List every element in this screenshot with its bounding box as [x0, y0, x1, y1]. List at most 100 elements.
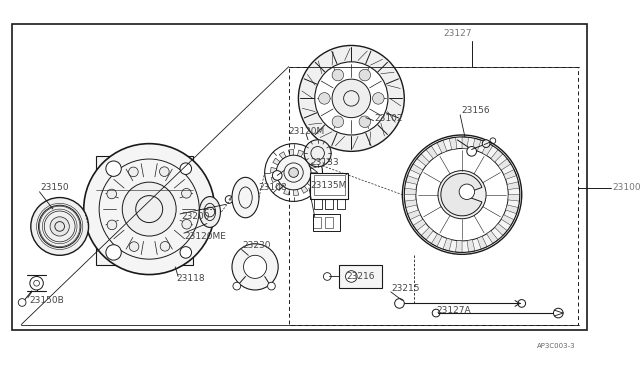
Polygon shape — [498, 158, 511, 170]
Polygon shape — [491, 150, 503, 162]
Circle shape — [182, 219, 191, 229]
Text: 23230: 23230 — [243, 241, 271, 250]
Text: 23216: 23216 — [346, 272, 375, 281]
Polygon shape — [404, 188, 416, 195]
Polygon shape — [276, 183, 283, 190]
Polygon shape — [506, 205, 518, 214]
Circle shape — [225, 196, 233, 203]
Polygon shape — [477, 236, 487, 249]
Polygon shape — [421, 227, 433, 240]
Bar — [314, 176, 344, 195]
Circle shape — [346, 271, 357, 282]
Polygon shape — [467, 240, 475, 252]
Polygon shape — [298, 150, 303, 157]
Circle shape — [289, 168, 298, 177]
Bar — [313, 214, 340, 231]
Circle shape — [106, 245, 122, 260]
Text: 23118: 23118 — [176, 274, 205, 283]
Polygon shape — [271, 167, 276, 173]
Polygon shape — [472, 138, 481, 151]
Polygon shape — [406, 176, 419, 185]
Polygon shape — [307, 180, 314, 187]
Polygon shape — [508, 195, 520, 201]
Circle shape — [233, 282, 241, 290]
Text: 23135M: 23135M — [310, 180, 346, 190]
Bar — [314, 199, 321, 209]
Polygon shape — [96, 156, 193, 265]
Polygon shape — [501, 215, 514, 225]
Polygon shape — [301, 186, 308, 193]
Text: 23108: 23108 — [258, 183, 287, 192]
Bar — [325, 217, 333, 228]
Bar — [337, 199, 344, 209]
Circle shape — [315, 62, 388, 135]
Polygon shape — [284, 188, 290, 195]
Text: 23150B: 23150B — [29, 296, 63, 305]
Text: 23200: 23200 — [181, 212, 209, 221]
Polygon shape — [294, 189, 299, 196]
Circle shape — [304, 140, 331, 167]
Bar — [12, 24, 587, 330]
Polygon shape — [404, 200, 417, 208]
Polygon shape — [273, 158, 280, 165]
Ellipse shape — [232, 177, 259, 218]
Circle shape — [416, 148, 508, 241]
Bar — [313, 217, 321, 228]
Circle shape — [107, 189, 116, 199]
Polygon shape — [456, 241, 462, 253]
Circle shape — [483, 140, 490, 147]
Polygon shape — [426, 146, 438, 158]
Circle shape — [159, 167, 169, 176]
Text: 23120M: 23120M — [289, 126, 325, 136]
Polygon shape — [462, 137, 468, 149]
Circle shape — [182, 189, 191, 198]
Text: 23156: 23156 — [461, 106, 490, 115]
Polygon shape — [413, 219, 426, 231]
Circle shape — [332, 116, 344, 128]
Text: 23120ME: 23120ME — [185, 231, 227, 241]
Polygon shape — [271, 176, 278, 183]
Text: 23150: 23150 — [40, 183, 69, 192]
Polygon shape — [408, 210, 420, 220]
Circle shape — [438, 171, 486, 219]
Circle shape — [359, 69, 371, 81]
Circle shape — [84, 144, 214, 275]
Text: 23100: 23100 — [612, 183, 640, 192]
Circle shape — [276, 155, 311, 190]
Bar — [325, 199, 333, 209]
Circle shape — [30, 276, 44, 290]
Circle shape — [180, 247, 191, 258]
Polygon shape — [507, 182, 520, 189]
Circle shape — [467, 147, 477, 156]
Polygon shape — [437, 140, 447, 153]
Text: 23127A: 23127A — [436, 306, 470, 315]
Text: 23127: 23127 — [443, 29, 472, 38]
Wedge shape — [441, 173, 482, 216]
Circle shape — [395, 299, 404, 308]
Circle shape — [107, 220, 116, 230]
Circle shape — [106, 161, 122, 176]
Circle shape — [273, 171, 282, 180]
Polygon shape — [504, 170, 516, 179]
Circle shape — [244, 255, 267, 278]
Bar — [310, 173, 348, 199]
Circle shape — [332, 69, 344, 81]
Circle shape — [122, 182, 176, 236]
Circle shape — [129, 167, 138, 177]
Circle shape — [180, 163, 191, 174]
Circle shape — [372, 93, 384, 104]
Circle shape — [319, 93, 330, 104]
Polygon shape — [443, 238, 452, 251]
Polygon shape — [486, 231, 498, 244]
Circle shape — [268, 282, 275, 290]
Polygon shape — [417, 154, 429, 166]
Circle shape — [298, 45, 404, 151]
Circle shape — [129, 242, 139, 251]
Polygon shape — [495, 224, 507, 235]
Polygon shape — [431, 234, 442, 247]
Polygon shape — [309, 163, 316, 169]
Text: AP3C003-3: AP3C003-3 — [537, 343, 575, 349]
Circle shape — [359, 116, 371, 128]
Circle shape — [332, 79, 371, 118]
Circle shape — [403, 135, 522, 254]
